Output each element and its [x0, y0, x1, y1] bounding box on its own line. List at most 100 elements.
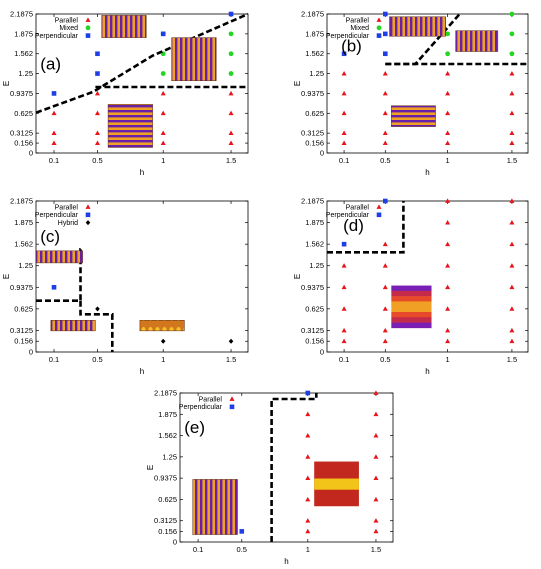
- perpendicular-point: [376, 33, 382, 38]
- parallel-point: [382, 338, 388, 344]
- morphology-snapshot: [389, 16, 446, 37]
- mixed-point: [228, 51, 234, 57]
- x-tick-label: 1: [161, 355, 165, 364]
- mixed-point: [445, 51, 450, 57]
- perpendicular-point: [305, 390, 311, 396]
- parallel-point: [341, 140, 347, 145]
- x-axis-label: h: [140, 168, 144, 177]
- mixed-point: [509, 51, 515, 57]
- parallel-point: [445, 198, 451, 203]
- morphology-band: [391, 301, 432, 307]
- parallel-point: [509, 110, 515, 116]
- morphology-band: [391, 317, 432, 323]
- parallel-point: [94, 130, 100, 136]
- morphology-band: [391, 322, 432, 329]
- parallel-point: [445, 140, 451, 145]
- y-tick-label: 0.9375: [10, 283, 33, 292]
- perpendicular-point: [95, 71, 100, 76]
- phase-boundary-line: [36, 248, 83, 302]
- y-tick-label: 1.875: [305, 218, 324, 227]
- parallel-point: [509, 241, 515, 247]
- perpendicular-point: [228, 11, 234, 17]
- legend-entry: Parallel: [346, 17, 370, 24]
- parallel-point: [341, 306, 347, 311]
- y-axis-label: E: [2, 274, 11, 279]
- parallel-point: [373, 411, 379, 417]
- y-tick-label: 0: [320, 348, 324, 357]
- parallel-point: [382, 140, 388, 145]
- morphology-band: [391, 296, 432, 302]
- parallel-point: [373, 528, 379, 534]
- parallel-point: [305, 454, 311, 459]
- parallel-point: [376, 204, 382, 209]
- parallel-point: [509, 130, 515, 136]
- parallel-point: [445, 70, 451, 76]
- y-axis-label: E: [293, 81, 302, 86]
- phase-boundary-line: [270, 393, 318, 542]
- parallel-point: [445, 219, 451, 225]
- parallel-point: [509, 140, 515, 145]
- parallel-point: [341, 263, 347, 268]
- x-tick-label: 0.5: [380, 156, 390, 165]
- panel-label: (a): [40, 55, 61, 74]
- parallel-point: [160, 130, 166, 136]
- y-tick-label: 1.562: [14, 49, 33, 58]
- parallel-point: [445, 90, 451, 96]
- legend-entry: Perpendicular: [179, 404, 223, 411]
- legend-entry: Parallel: [346, 204, 370, 211]
- morphology-band: [314, 478, 359, 490]
- parallel-point: [509, 327, 515, 333]
- parallel-point: [341, 284, 347, 290]
- mixed-point: [160, 71, 166, 76]
- parallel-point: [373, 496, 379, 502]
- parallel-point: [94, 140, 100, 145]
- legend-entry: Perpendicular: [35, 212, 79, 219]
- parallel-point: [373, 518, 379, 523]
- panel-c: 0 0.156 0.3125 0.625 0.9375 1.25 1.562 1.875 2.1…: [2, 197, 249, 376]
- legend-entry: Perpendicular: [35, 33, 79, 40]
- x-tick-label: 1.5: [226, 355, 236, 364]
- y-tick-label: 1.25: [309, 69, 324, 78]
- x-tick-label: 1: [161, 156, 165, 165]
- x-tick-label: 0.5: [237, 545, 247, 554]
- y-tick-label: 1.25: [309, 261, 324, 270]
- plot-frame: [179, 392, 394, 543]
- perpendicular-point: [51, 284, 57, 290]
- parallel-point: [376, 17, 382, 22]
- parallel-point: [85, 204, 91, 209]
- y-axis-label: E: [146, 465, 155, 470]
- parallel-point: [373, 475, 379, 481]
- parallel-point: [305, 496, 311, 502]
- perpendicular-point: [85, 212, 91, 218]
- hybrid-point: [85, 220, 91, 226]
- morphology-band: [391, 285, 432, 292]
- x-tick-label: 0.1: [193, 545, 203, 554]
- parallel-point: [382, 263, 388, 268]
- parallel-point: [445, 338, 451, 344]
- x-tick-label: 1.5: [507, 355, 517, 364]
- parallel-point: [445, 284, 451, 290]
- panel-label: (d): [343, 216, 364, 235]
- y-tick-label: 0.9375: [10, 89, 33, 98]
- parallel-point: [85, 17, 91, 22]
- legend-entry: Parallel: [55, 17, 79, 24]
- y-tick-label: 0.3125: [301, 326, 324, 335]
- panel-e: 0 0.156 0.3125 0.625 0.9375 1.25 1.562 1.875 2.1…: [146, 389, 394, 566]
- parallel-point: [305, 411, 311, 417]
- morphology-band: [391, 290, 432, 297]
- parallel-point: [445, 306, 451, 311]
- parallel-point: [382, 241, 388, 247]
- x-axis-label: h: [425, 168, 429, 177]
- y-tick-label: 0: [29, 348, 33, 357]
- morphology-snapshot: [171, 37, 217, 81]
- y-tick-label: 2.1875: [301, 10, 324, 19]
- parallel-point: [305, 475, 311, 481]
- parallel-point: [341, 70, 347, 76]
- parallel-point: [160, 140, 166, 145]
- perpendicular-point: [95, 51, 100, 57]
- plot-frame: [326, 13, 529, 154]
- y-tick-label: 0.625: [305, 304, 324, 313]
- y-tick-label: 1.562: [14, 240, 33, 249]
- y-tick-label: 0.156: [14, 337, 33, 346]
